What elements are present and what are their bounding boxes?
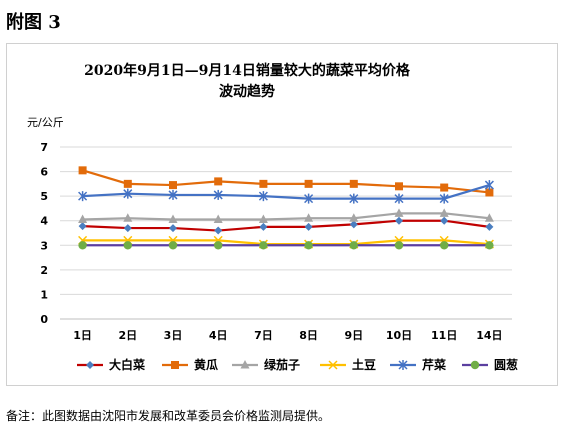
x-tick-label: 8日 — [299, 329, 318, 342]
legend-marker — [171, 361, 179, 369]
data-point — [123, 213, 133, 222]
data-point — [168, 214, 178, 223]
data-point — [440, 216, 449, 225]
data-point — [485, 222, 494, 231]
data-point — [123, 188, 133, 199]
legend-label: 大白菜 — [109, 357, 145, 372]
legend-label: 芹菜 — [422, 357, 446, 372]
data-point — [395, 216, 403, 225]
data-point — [439, 193, 449, 204]
y-tick-label: 2 — [40, 264, 48, 277]
data-point — [258, 191, 268, 202]
data-point — [123, 179, 132, 188]
y-tick-label: 7 — [40, 141, 48, 154]
data-point — [123, 224, 132, 233]
data-point — [304, 213, 314, 222]
y-unit-label: 元/公斤 — [27, 116, 64, 129]
x-tick-label: 1日 — [73, 329, 92, 342]
data-point — [394, 241, 404, 250]
y-tick-label: 0 — [40, 313, 48, 326]
data-point — [439, 208, 449, 217]
legend-label: 黄瓜 — [194, 357, 218, 372]
chart-frame: 2020年9月1日—9月14日销量较大的蔬菜平均价格 波动趋势 元/公斤 0 1 2… — [6, 43, 558, 386]
y-tick-label: 3 — [40, 239, 48, 252]
data-point — [78, 222, 87, 231]
page-heading: 附图 3 — [6, 12, 61, 33]
chart-title-line2: 波动趋势 — [219, 83, 275, 100]
data-point — [168, 241, 178, 250]
y-tick-label: 4 — [40, 215, 48, 228]
data-point — [485, 188, 494, 197]
x-tick-label: 9日 — [344, 329, 363, 342]
series-line-4 — [82, 239, 490, 246]
legend-marker — [398, 360, 408, 370]
data-point — [78, 166, 87, 175]
data-point — [349, 241, 358, 250]
chart-title-line1: 2020年9月1日—9月14日销量较大的蔬菜平均价格 — [84, 62, 411, 79]
data-point — [304, 222, 313, 231]
x-tick-label: 10日 — [386, 329, 412, 342]
data-point — [349, 193, 359, 204]
data-point — [78, 214, 88, 223]
legend-marker — [470, 360, 480, 370]
legend-label: 圆葱 — [494, 357, 518, 372]
data-point — [440, 241, 449, 250]
data-point — [485, 241, 494, 250]
data-point — [349, 220, 358, 229]
data-point — [394, 193, 404, 204]
legend-item: 芹菜 — [390, 357, 446, 372]
x-tick-label: 3日 — [164, 329, 183, 342]
legend-marker — [328, 360, 338, 370]
legend-label: 绿茄子 — [264, 357, 300, 372]
data-point — [214, 226, 223, 235]
x-tick-label: 4日 — [209, 329, 228, 342]
legend-item: 圆葱 — [462, 357, 518, 372]
footnote: 备注：此图数据由沈阳市发展和改革委员会价格监测局提供。 — [6, 409, 331, 423]
legend-marker — [86, 361, 94, 369]
legend-item: 土豆 — [320, 357, 376, 372]
data-point — [258, 214, 268, 223]
series-line-2 — [82, 169, 490, 194]
x-tick-label: 2日 — [118, 329, 137, 342]
data-point — [484, 180, 494, 191]
x-tick-label: 11日 — [431, 329, 457, 342]
y-tick-label: 5 — [40, 190, 48, 203]
data-point — [259, 241, 268, 250]
x-tick-label: 14日 — [476, 329, 502, 342]
data-point — [395, 182, 403, 191]
data-point — [440, 183, 449, 192]
y-tick-label: 1 — [40, 288, 48, 301]
series-line-5 — [82, 184, 490, 200]
line-chart: 2020年9月1日—9月14日销量较大的蔬菜平均价格 波动趋势 元/公斤 0 1 2… — [27, 62, 518, 372]
legend-item: 绿茄子 — [232, 357, 300, 372]
data-point — [394, 208, 404, 217]
legend-marker — [240, 360, 250, 369]
series-line-3 — [82, 212, 490, 221]
data-point — [169, 181, 177, 190]
data-point — [78, 241, 87, 250]
data-point — [214, 241, 223, 250]
data-point — [304, 179, 313, 188]
data-point — [259, 179, 268, 188]
data-point — [259, 222, 268, 231]
series-line-1 — [82, 219, 490, 232]
data-point — [304, 193, 314, 204]
data-point — [213, 189, 223, 200]
data-point — [168, 189, 178, 200]
legend-item: 黄瓜 — [162, 357, 218, 372]
data-point — [349, 179, 358, 188]
data-point — [213, 214, 223, 223]
y-tick-label: 6 — [40, 166, 48, 179]
legend-item: 大白菜 — [77, 357, 145, 372]
legend-label: 土豆 — [352, 357, 376, 372]
data-point — [78, 191, 88, 202]
data-point — [214, 177, 223, 186]
data-point — [484, 213, 494, 222]
data-point — [169, 224, 177, 233]
data-point — [349, 213, 359, 222]
data-point — [304, 241, 313, 250]
data-point — [123, 241, 132, 250]
x-tick-label: 7日 — [254, 329, 273, 342]
